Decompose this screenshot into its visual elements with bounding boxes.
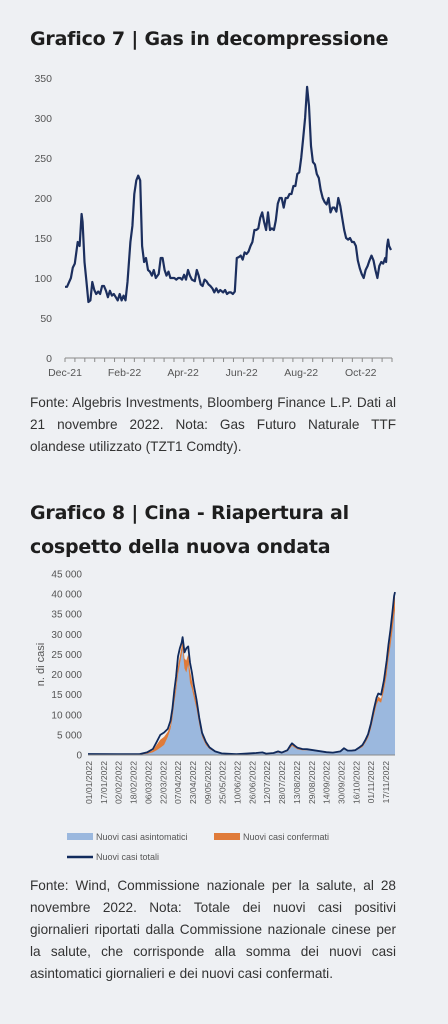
x-tick-label: Oct-22 (345, 367, 377, 379)
legend-label-totali: Nuovi casi totali (96, 852, 159, 862)
y-tick-label: 200 (34, 193, 52, 205)
x-tick-label: 28/07/2022 (277, 761, 287, 804)
legend-label-confermati: Nuovi casi confermati (243, 832, 329, 842)
y-tick-label: 25 000 (51, 650, 82, 661)
x-tick-label: Aug-22 (284, 367, 318, 379)
x-tick-label: 16/10/2022 (351, 761, 361, 804)
china-cases-area-chart: 0 5 000 10 000 15 000 20 000 25 000 30 000 35 0… (35, 570, 396, 862)
x-tick-label: 13/08/2022 (292, 761, 302, 804)
y-tick-label: 0 (76, 751, 82, 762)
x-tick-label: 07/04/2022 (173, 761, 183, 804)
x-tick-label: 25/05/2022 (218, 761, 228, 804)
legend-swatch-asintomatici (67, 833, 93, 840)
x-tick-label: Dec-21 (48, 367, 82, 379)
y-tick-label: 300 (34, 113, 52, 125)
y-tick-label: 250 (34, 153, 52, 165)
x-tick-label: Jun-22 (226, 367, 258, 379)
x-tick-label: 10/06/2022 (233, 761, 243, 804)
y-tick-label: 50 (40, 313, 52, 325)
x-tick-label: 09/05/2022 (203, 761, 213, 804)
series-line-ttf (65, 85, 392, 304)
y-tick-label: 10 000 (51, 710, 82, 721)
x-tick-label: Apr-22 (167, 367, 199, 379)
line-totali (87, 591, 396, 756)
y-tick-label: 350 (34, 73, 52, 85)
x-tick-label: Feb-22 (108, 367, 141, 379)
x-tick-label: 26/06/2022 (247, 761, 257, 804)
x-tick-label: 22/03/2022 (158, 761, 168, 804)
y-tick-label: 15 000 (51, 690, 82, 701)
chart-title: Grafico 7 | Gas in decompressione (30, 28, 389, 50)
x-tick-label: 23/04/2022 (188, 761, 198, 804)
chart-source-note: Fonte: Algebris Investments, Bloomberg F… (30, 395, 396, 454)
area-asintomatici (88, 610, 395, 755)
y-tick-label: 5 000 (57, 730, 82, 741)
x-tick-label: 12/07/2022 (262, 761, 272, 804)
y-tick-label: 150 (34, 233, 52, 245)
gas-price-line-chart: 0 50 100 150 200 250 300 350 Dec-21 Feb-22 Apr-22 J… (34, 73, 393, 379)
y-tick-label: 20 000 (51, 670, 82, 681)
y-tick-label: 40 000 (51, 590, 82, 601)
y-tick-label: 45 000 (51, 570, 82, 581)
y-axis-label: n. di casi (35, 643, 47, 686)
x-tick-label: 29/08/2022 (307, 761, 317, 804)
x-tick-label: 14/09/2022 (322, 761, 332, 804)
x-tick-label: 17/01/2022 (99, 761, 109, 804)
x-tick-label: 02/02/2022 (114, 761, 124, 804)
x-tick-label: 01/01/2022 (84, 761, 94, 804)
x-tick-label: 18/02/2022 (129, 761, 139, 804)
chart-title: Grafico 8 | Cina - Riapertura al cospett… (30, 502, 349, 558)
x-tick-label: 01/11/2022 (366, 761, 376, 804)
y-tick-label: 0 (46, 353, 52, 365)
x-tick-label: 17/11/2022 (381, 761, 391, 804)
legend-label-asintomatici: Nuovi casi asintomatici (96, 832, 188, 842)
legend-swatch-confermati (214, 833, 240, 840)
area-confermati (88, 593, 395, 755)
y-tick-label: 100 (34, 273, 52, 285)
x-tick-label: 30/09/2022 (336, 761, 346, 804)
x-tick-label: 06/03/2022 (143, 761, 153, 804)
y-tick-label: 30 000 (51, 630, 82, 641)
chart-source-note: Fonte: Wind, Commissione nazionale per l… (30, 878, 396, 981)
y-tick-label: 35 000 (51, 610, 82, 621)
